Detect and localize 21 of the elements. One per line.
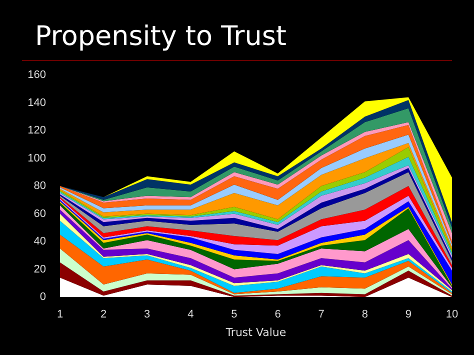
y-tick-label: 40 (34, 236, 46, 248)
y-tick-label: 100 (28, 152, 46, 164)
y-tick-label: 60 (34, 208, 46, 220)
y-tick-label: 80 (34, 180, 46, 192)
x-tick-label: 3 (144, 308, 150, 320)
x-tick-label: 7 (318, 308, 324, 320)
x-tick-label: 4 (188, 308, 194, 320)
y-tick-label: 120 (28, 124, 46, 136)
x-tick-label: 9 (405, 308, 412, 320)
y-tick-label: 140 (28, 96, 46, 109)
y-tick-label: 0 (40, 291, 46, 303)
y-tick-label: 20 (34, 263, 46, 276)
x-tick-label: 5 (231, 308, 238, 320)
x-tick-label: 8 (362, 308, 368, 320)
x-tick-label: 10 (446, 308, 458, 320)
x-tick-label: 2 (100, 308, 107, 320)
x-axis-title: Trust Value (224, 326, 286, 339)
x-tick-label: 6 (274, 308, 281, 320)
y-tick-label: 160 (28, 69, 46, 81)
chart-title: Propensity to Trust (35, 21, 286, 52)
x-tick-label: 1 (56, 308, 64, 320)
